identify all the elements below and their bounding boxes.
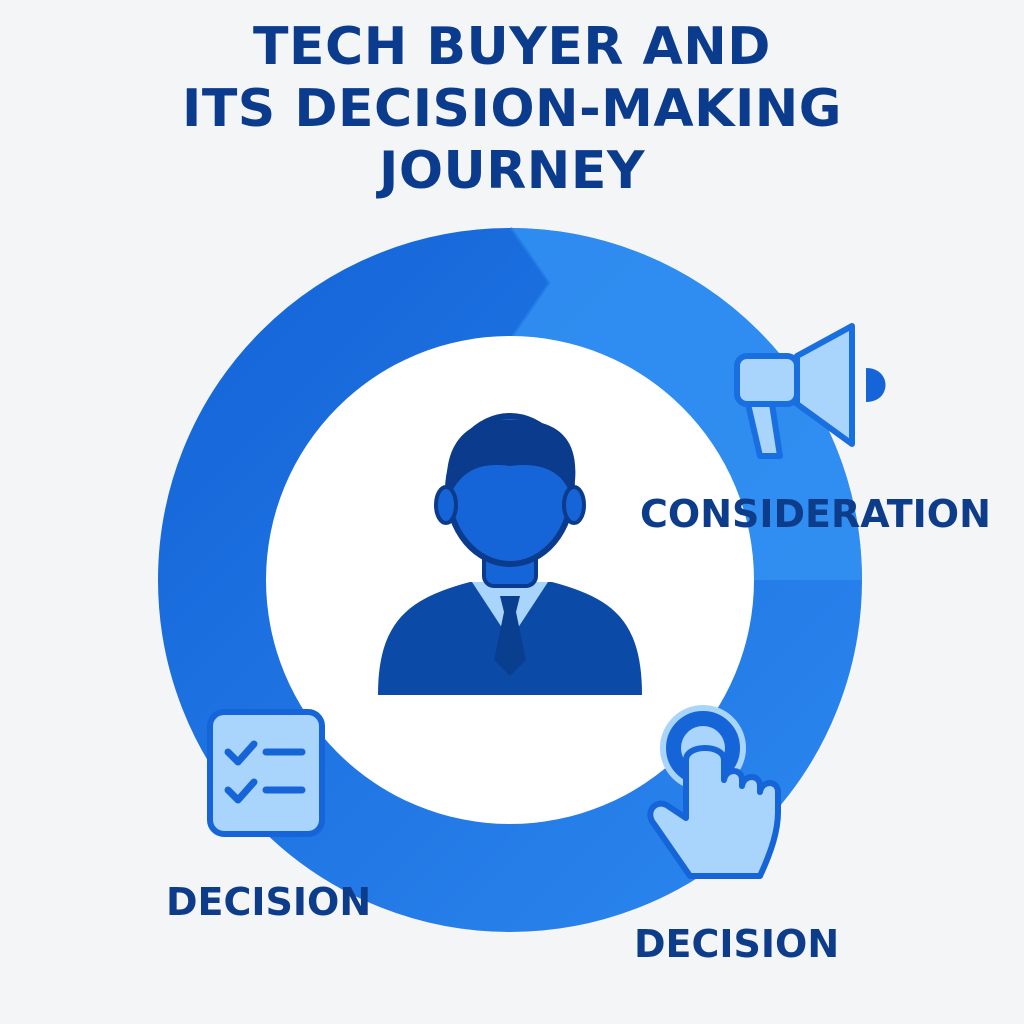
stage-label-consideration: CONSIDERATION: [640, 492, 991, 536]
businessman-icon: [378, 413, 642, 695]
checklist-icon: [207, 709, 325, 837]
page-title: TECH BUYER AND ITS DECISION-MAKING JOURN…: [0, 16, 1024, 202]
stage-label-decision-right: DECISION: [634, 922, 840, 966]
title-line-2: ITS DECISION-MAKING: [181, 79, 842, 139]
stage-label-decision-left: DECISION: [166, 880, 372, 924]
pointing-hand-icon: [647, 705, 781, 879]
cycle-arrow-segment: [510, 228, 862, 580]
title-line-1: TECH BUYER AND: [253, 17, 771, 77]
cycle-arrow-chevron: [508, 226, 551, 340]
title-line-3: JOURNEY: [378, 141, 645, 201]
megaphone-icon: [734, 323, 886, 459]
